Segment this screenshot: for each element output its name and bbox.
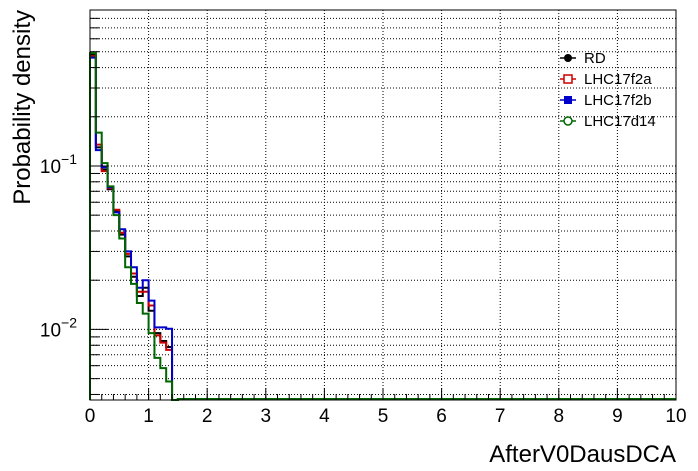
x-tick-label: 1 <box>143 406 154 427</box>
axis-ticks <box>89 9 677 400</box>
legend-label: LHC17f2a <box>584 71 652 88</box>
y-tick-labels: 10−1 10−2 <box>40 151 77 341</box>
series-line-lhc17f2b <box>89 56 676 401</box>
legend-label: LHC17d14 <box>584 113 656 130</box>
legend-marker-circle <box>564 54 572 62</box>
series-line-lhc17d14 <box>89 52 676 401</box>
x-tick-label: 0 <box>85 406 96 427</box>
legend-marker-square <box>564 96 572 104</box>
x-tick-label: 7 <box>495 406 506 427</box>
x-tick-label: 6 <box>436 406 447 427</box>
x-tick-label: 8 <box>554 406 565 427</box>
legend: RD LHC17f2a LHC17f2b LHC17d14 <box>560 50 656 130</box>
legend-label: RD <box>584 50 606 67</box>
y-tick-label: 10−1 <box>40 151 77 178</box>
series-line-lhc17f2a <box>89 55 676 401</box>
x-tick-label: 10 <box>665 406 686 427</box>
series-lines <box>89 52 676 401</box>
legend-marker-open-circle <box>563 116 573 126</box>
grid <box>90 9 676 400</box>
x-tick-label: 9 <box>612 406 623 427</box>
y-tick-label: 10−2 <box>40 314 77 341</box>
x-axis-title: AfterV0DausDCA <box>489 441 676 468</box>
x-tick-label: 2 <box>202 406 213 427</box>
x-tick-label: 5 <box>378 406 389 427</box>
legend-label: LHC17f2b <box>584 92 652 109</box>
y-axis-title: Probability density <box>9 10 36 205</box>
x-tick-label: 4 <box>319 406 330 427</box>
x-tick-label: 3 <box>261 406 272 427</box>
x-tick-labels: 0 1 2 3 4 5 6 7 8 9 10 <box>85 406 687 427</box>
legend-marker-open-square <box>563 74 573 84</box>
